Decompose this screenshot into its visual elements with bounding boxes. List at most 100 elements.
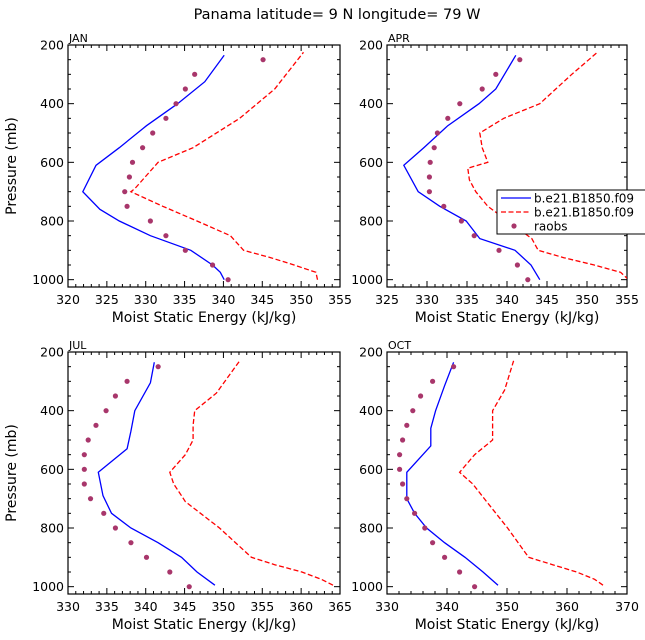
legend-label: b.e21.B1850.f09 (534, 192, 634, 206)
raobs-point (124, 378, 130, 384)
raobs-point (87, 496, 94, 502)
raobs-point (93, 422, 99, 428)
data-layer-jan (82, 51, 319, 283)
plot-frame-apr (386, 44, 628, 288)
raobs-point (445, 115, 451, 121)
y-tick-label: 1000 (351, 272, 383, 287)
raobs-point (410, 408, 416, 414)
x-tick-label: 345 (250, 292, 274, 307)
raobs-point (442, 554, 448, 560)
raobs-point (147, 218, 153, 224)
raobs-point (126, 174, 132, 180)
raobs-point (182, 86, 188, 92)
raobs-point (103, 408, 109, 414)
x-tick-label: 350 (575, 292, 599, 307)
x-tick-label: 350 (289, 292, 313, 307)
solid-series-line (82, 54, 225, 281)
y-tick-label: 200 (359, 38, 383, 53)
figure-title: Panama latitude= 9 N longitude= 79 W (194, 7, 481, 23)
raobs-point (101, 510, 107, 516)
y-tick-label: 200 (40, 38, 64, 53)
x-tick-label: 345 (173, 599, 197, 614)
x-tick-label: 360 (289, 599, 313, 614)
x-tick-label: 330 (415, 292, 439, 307)
panel-jul: 330 335 340 345 350 355 360 365 200 400 600 800 1000… (4, 339, 352, 633)
dashed-series-line (169, 360, 334, 586)
x-axis-label: Moist Static Energy (kJ/kg) (415, 310, 600, 326)
raobs-point (404, 422, 410, 428)
raobs-point (143, 554, 150, 560)
y-axis-label: Pressure (mb) (4, 117, 20, 215)
y-tick-label: 800 (40, 214, 64, 229)
raobs-point (128, 540, 134, 546)
x-tick-label: 325 (375, 292, 399, 307)
y-tick-label: 200 (40, 345, 64, 360)
raobs-point (81, 481, 87, 487)
x-tick-label: 365 (328, 599, 352, 614)
y-tick-label: 600 (40, 155, 64, 170)
x-axis-label: Moist Static Energy (kJ/kg) (112, 310, 297, 326)
x-tick-label: 340 (211, 292, 235, 307)
y-tick-label: 600 (359, 462, 383, 477)
y-tick-label: 1000 (351, 579, 383, 594)
raobs-point (525, 277, 531, 283)
raobs-point (451, 364, 457, 370)
raobs-point (493, 71, 499, 77)
raobs-point (496, 247, 502, 253)
panel-label: APR (388, 32, 410, 45)
x-tick-label: 355 (328, 292, 352, 307)
x-tick-label: 370 (615, 599, 639, 614)
x-axis-label: Moist Static Energy (kJ/kg) (415, 617, 600, 633)
raobs-point (472, 584, 478, 590)
legend-label: raobs (534, 220, 568, 234)
raobs-point (112, 525, 119, 531)
raobs-point (427, 159, 433, 165)
raobs-point (81, 452, 87, 458)
panel-oct: 330 340 350 360 370 200 400 600 800 1000 OCT Moist … (351, 339, 639, 633)
raobs-point (209, 262, 216, 268)
x-axis-label: Moist Static Energy (kJ/kg) (112, 617, 297, 633)
x-tick-label: 340 (495, 292, 519, 307)
legend-label: b.e21.B1850.f09 (534, 206, 634, 220)
raobs-point (397, 466, 403, 472)
raobs-point (457, 569, 463, 575)
raobs-point (112, 393, 119, 399)
plot-frame-jan (67, 44, 341, 288)
y-tick-label: 400 (40, 403, 64, 418)
x-tick-label: 330 (134, 292, 158, 307)
raobs-point (400, 437, 406, 443)
raobs-point (397, 452, 403, 458)
raobs-point (426, 174, 432, 180)
raobs-point (163, 233, 169, 239)
plot-frame-oct (386, 351, 628, 595)
plot-frame-jul (67, 351, 341, 595)
x-tick-label: 340 (134, 599, 158, 614)
raobs-point (122, 189, 128, 195)
raobs-point (186, 584, 192, 590)
y-tick-label: 1000 (32, 579, 64, 594)
y-tick-label: 1000 (32, 272, 64, 287)
raobs-point (167, 569, 173, 575)
raobs-point (441, 203, 447, 209)
raobs-point (457, 101, 463, 107)
raobs-point (430, 540, 436, 546)
y-tick-label: 400 (359, 403, 383, 418)
raobs-point (85, 437, 91, 443)
data-layer-apr (402, 51, 627, 283)
x-tick-label: 340 (435, 599, 459, 614)
legend-marker-raobs (511, 223, 517, 229)
panel-label: JAN (68, 32, 88, 45)
y-tick-label: 400 (359, 96, 383, 111)
raobs-point (479, 86, 485, 92)
y-tick-label: 600 (40, 462, 64, 477)
dashed-series-line (467, 51, 627, 280)
x-tick-label: 350 (211, 599, 235, 614)
data-layer-jul (81, 360, 334, 590)
x-tick-label: 330 (375, 599, 399, 614)
raobs-point (150, 130, 156, 136)
y-axis-label: Pressure (mb) (4, 424, 20, 522)
raobs-point (260, 57, 266, 63)
panel-jan: 320 325 330 335 340 345 350 355 200 400 600 800 1000… (4, 32, 352, 326)
